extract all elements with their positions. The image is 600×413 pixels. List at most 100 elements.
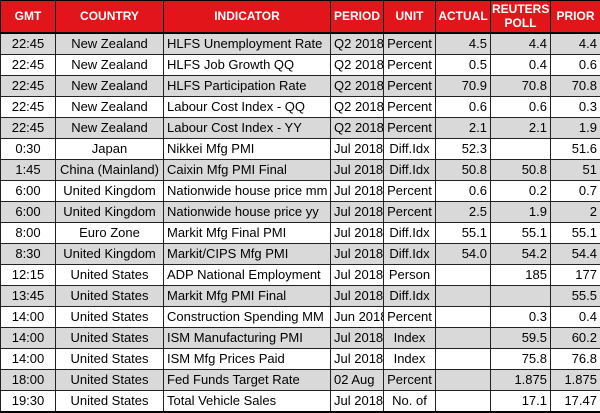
- table-row: 12:15 United States ADP National Employmen…: [0, 264, 600, 286]
- table-row: 18:00 United States Fed Funds Target Rate 0…: [0, 369, 600, 391]
- cell-unit: Percent: [383, 201, 436, 223]
- cell-indicator: ISM Manufacturing PMI: [163, 327, 331, 349]
- cell-indicator: ADP National Employment: [163, 264, 331, 286]
- cell-country: New Zealand: [55, 32, 164, 55]
- cell-prior: 1.9: [550, 117, 600, 139]
- cell-unit: Percent: [383, 369, 436, 391]
- cell-country: United States: [55, 369, 164, 391]
- cell-indicator: Caixin Mfg PMI Final: [163, 159, 331, 181]
- cell-reuters-poll: 2.1: [490, 117, 551, 139]
- cell-reuters-poll: [490, 138, 551, 160]
- cell-reuters-poll: 1.875: [490, 369, 551, 391]
- cell-gmt: 14:00: [0, 327, 56, 349]
- cell-gmt: 6:00: [0, 180, 56, 202]
- cell-actual: 2.5: [435, 201, 491, 223]
- cell-unit: Percent: [383, 306, 436, 328]
- cell-period: Q2 2018: [330, 32, 384, 55]
- cell-reuters-poll: 75.8: [490, 348, 551, 370]
- cell-indicator: ISM Mfg Prices Paid: [163, 348, 331, 370]
- cell-actual: 70.9: [435, 75, 491, 97]
- cell-reuters-poll: 185: [490, 264, 551, 286]
- cell-period: 02 Aug: [330, 369, 384, 391]
- cell-indicator: Nikkei Mfg PMI: [163, 138, 331, 160]
- cell-period: Jul 2018: [330, 138, 384, 160]
- cell-indicator: HLFS Unemployment Rate: [163, 32, 331, 55]
- cell-actual: [435, 306, 491, 328]
- cell-period: Q2 2018: [330, 75, 384, 97]
- cell-reuters-poll: 54.2: [490, 243, 551, 265]
- cell-unit: Percent: [383, 54, 436, 76]
- col-header-indicator: INDICATOR: [163, 0, 331, 34]
- cell-indicator: Labour Cost Index - YY: [163, 117, 331, 139]
- cell-country: United States: [55, 327, 164, 349]
- cell-indicator: Fed Funds Target Rate: [163, 369, 331, 391]
- header-row: GMT COUNTRY INDICATOR PERIOD UNIT ACTUAL…: [0, 0, 600, 34]
- cell-gmt: 0:30: [0, 138, 56, 160]
- cell-country: New Zealand: [55, 75, 164, 97]
- cell-unit: Diff.Idx: [383, 222, 436, 244]
- cell-actual: 4.5: [435, 32, 491, 55]
- cell-reuters-poll: 50.8: [490, 159, 551, 181]
- cell-reuters-poll: 55.1: [490, 222, 551, 244]
- cell-gmt: 22:45: [0, 117, 56, 139]
- cell-actual: [435, 348, 491, 370]
- cell-indicator: Construction Spending MM: [163, 306, 331, 328]
- cell-gmt: 22:45: [0, 96, 56, 118]
- cell-prior: 0.7: [550, 180, 600, 202]
- cell-country: United Kingdom: [55, 243, 164, 265]
- col-header-period: PERIOD: [330, 0, 384, 34]
- cell-reuters-poll: 59.5: [490, 327, 551, 349]
- cell-prior: 0.3: [550, 96, 600, 118]
- cell-unit: Percent: [383, 96, 436, 118]
- cell-prior: 54.4: [550, 243, 600, 265]
- cell-prior: 76.8: [550, 348, 600, 370]
- cell-unit: Percent: [383, 180, 436, 202]
- table-row: 14:00 United States ISM Mfg Prices Paid Jul…: [0, 348, 600, 370]
- col-header-actual: ACTUAL: [435, 0, 491, 34]
- cell-unit: Diff.Idx: [383, 138, 436, 160]
- cell-prior: 4.4: [550, 32, 600, 55]
- cell-prior: 55.5: [550, 285, 600, 307]
- cell-indicator: Nationwide house price mm: [163, 180, 331, 202]
- cell-actual: 0.6: [435, 180, 491, 202]
- cell-indicator: Markit Mfg Final PMI: [163, 222, 331, 244]
- cell-country: New Zealand: [55, 117, 164, 139]
- cell-actual: 52.3: [435, 138, 491, 160]
- cell-gmt: 22:45: [0, 32, 56, 55]
- cell-gmt: 8:00: [0, 222, 56, 244]
- cell-gmt: 18:00: [0, 369, 56, 391]
- col-header-country: COUNTRY: [55, 0, 164, 34]
- table-row: 22:45 New Zealand HLFS Participation Rate Q…: [0, 75, 600, 97]
- cell-actual: 0.6: [435, 96, 491, 118]
- cell-gmt: 12:15: [0, 264, 56, 286]
- cell-actual: [435, 285, 491, 307]
- cell-period: Jun 2018: [330, 306, 384, 328]
- cell-period: Jul 2018: [330, 201, 384, 223]
- cell-country: Euro Zone: [55, 222, 164, 244]
- cell-country: United States: [55, 306, 164, 328]
- cell-prior: 70.8: [550, 75, 600, 97]
- cell-period: Q2 2018: [330, 117, 384, 139]
- cell-prior: 2: [550, 201, 600, 223]
- cell-unit: Diff.Idx: [383, 159, 436, 181]
- col-header-prior: PRIOR: [550, 0, 600, 34]
- cell-unit: No. of: [383, 390, 436, 413]
- cell-unit: Index: [383, 348, 436, 370]
- cell-indicator: Nationwide house price yy: [163, 201, 331, 223]
- cell-gmt: 14:00: [0, 348, 56, 370]
- cell-period: Jul 2018: [330, 327, 384, 349]
- table-row: 19:30 United States Total Vehicle Sales Jul…: [0, 390, 600, 413]
- cell-reuters-poll: 0.2: [490, 180, 551, 202]
- cell-prior: 51.6: [550, 138, 600, 160]
- cell-prior: 17.47: [550, 390, 600, 413]
- cell-indicator: Labour Cost Index - QQ: [163, 96, 331, 118]
- table-row: 0:30 Japan Nikkei Mfg PMI Jul 2018 Diff.Idx 5…: [0, 138, 600, 160]
- cell-period: Q2 2018: [330, 96, 384, 118]
- cell-reuters-poll: 0.4: [490, 54, 551, 76]
- cell-country: United Kingdom: [55, 201, 164, 223]
- table-row: 8:30 United Kingdom Markit/CIPS Mfg PMI Jul…: [0, 243, 600, 265]
- cell-indicator: Markit Mfg PMI Final: [163, 285, 331, 307]
- cell-prior: 55.1: [550, 222, 600, 244]
- cell-unit: Percent: [383, 32, 436, 55]
